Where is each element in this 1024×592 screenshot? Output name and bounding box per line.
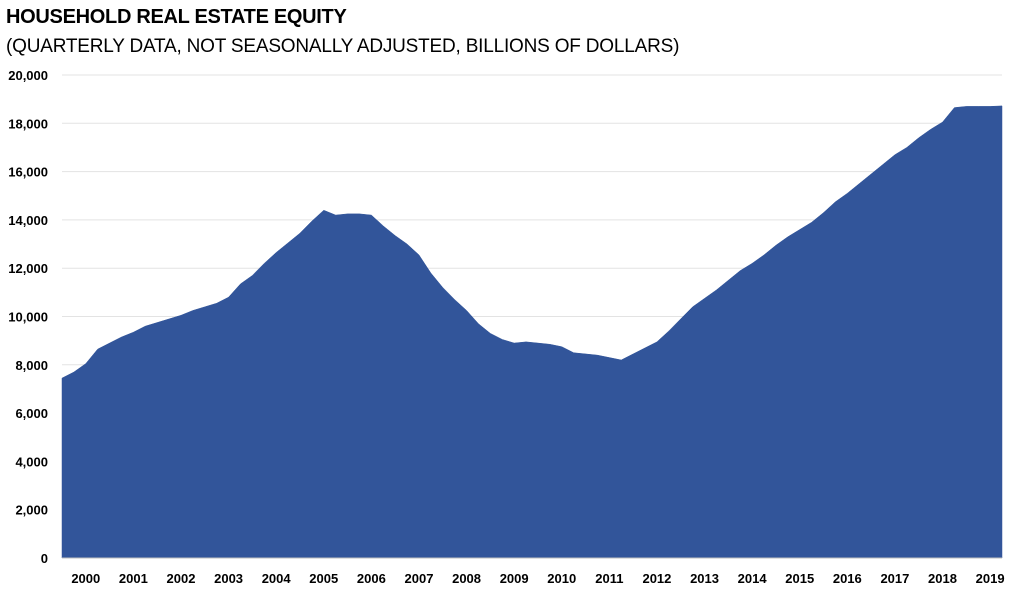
chart-title: HOUSEHOLD REAL ESTATE EQUITY — [6, 6, 347, 28]
series-layer — [61, 105, 1003, 559]
y-tick-label: 20,000 — [8, 68, 48, 83]
x-tick-label: 2002 — [167, 571, 196, 586]
y-tick-label: 10,000 — [8, 310, 48, 325]
x-tick-label: 2012 — [642, 571, 671, 586]
x-tick-label: 2008 — [452, 571, 481, 586]
x-axis: 2000 2001 2002 2003 2004 2005 2006 2007 2008 2009… — [62, 557, 1005, 586]
x-tick-label: 2007 — [405, 571, 434, 586]
y-tick-label: 16,000 — [8, 165, 48, 180]
equity-area — [61, 105, 1003, 559]
x-tick-label: 2003 — [214, 571, 243, 586]
y-axis: 0 2,000 4,000 6,000 8,000 10,000 12,000 14,000 1… — [8, 68, 48, 566]
y-tick-label: 0 — [41, 551, 48, 566]
x-tick-label: 2005 — [309, 571, 338, 586]
x-tick-label: 2014 — [738, 571, 768, 586]
y-tick-label: 8,000 — [15, 358, 48, 373]
x-tick-label: 2019 — [976, 571, 1005, 586]
chart-subtitle: (QUARTERLY DATA, NOT SEASONALLY ADJUSTED… — [6, 36, 680, 57]
x-tick-label: 2017 — [880, 571, 909, 586]
x-tick-label: 2001 — [119, 571, 148, 586]
y-tick-label: 14,000 — [8, 213, 48, 228]
y-tick-label: 2,000 — [15, 503, 48, 518]
y-tick-label: 4,000 — [15, 454, 48, 469]
x-tick-label: 2009 — [500, 571, 529, 586]
x-tick-label: 2004 — [262, 571, 292, 586]
x-tick-label: 2018 — [928, 571, 957, 586]
y-tick-label: 18,000 — [8, 116, 48, 131]
x-tick-label: 2010 — [547, 571, 576, 586]
x-tick-label: 2000 — [71, 571, 100, 586]
y-tick-label: 12,000 — [8, 261, 48, 276]
x-tick-label: 2006 — [357, 571, 386, 586]
x-tick-label: 2016 — [833, 571, 862, 586]
x-tick-label: 2015 — [785, 571, 814, 586]
x-tick-label: 2013 — [690, 571, 719, 586]
x-tick-label: 2011 — [595, 571, 623, 586]
y-tick-label: 6,000 — [15, 406, 48, 421]
